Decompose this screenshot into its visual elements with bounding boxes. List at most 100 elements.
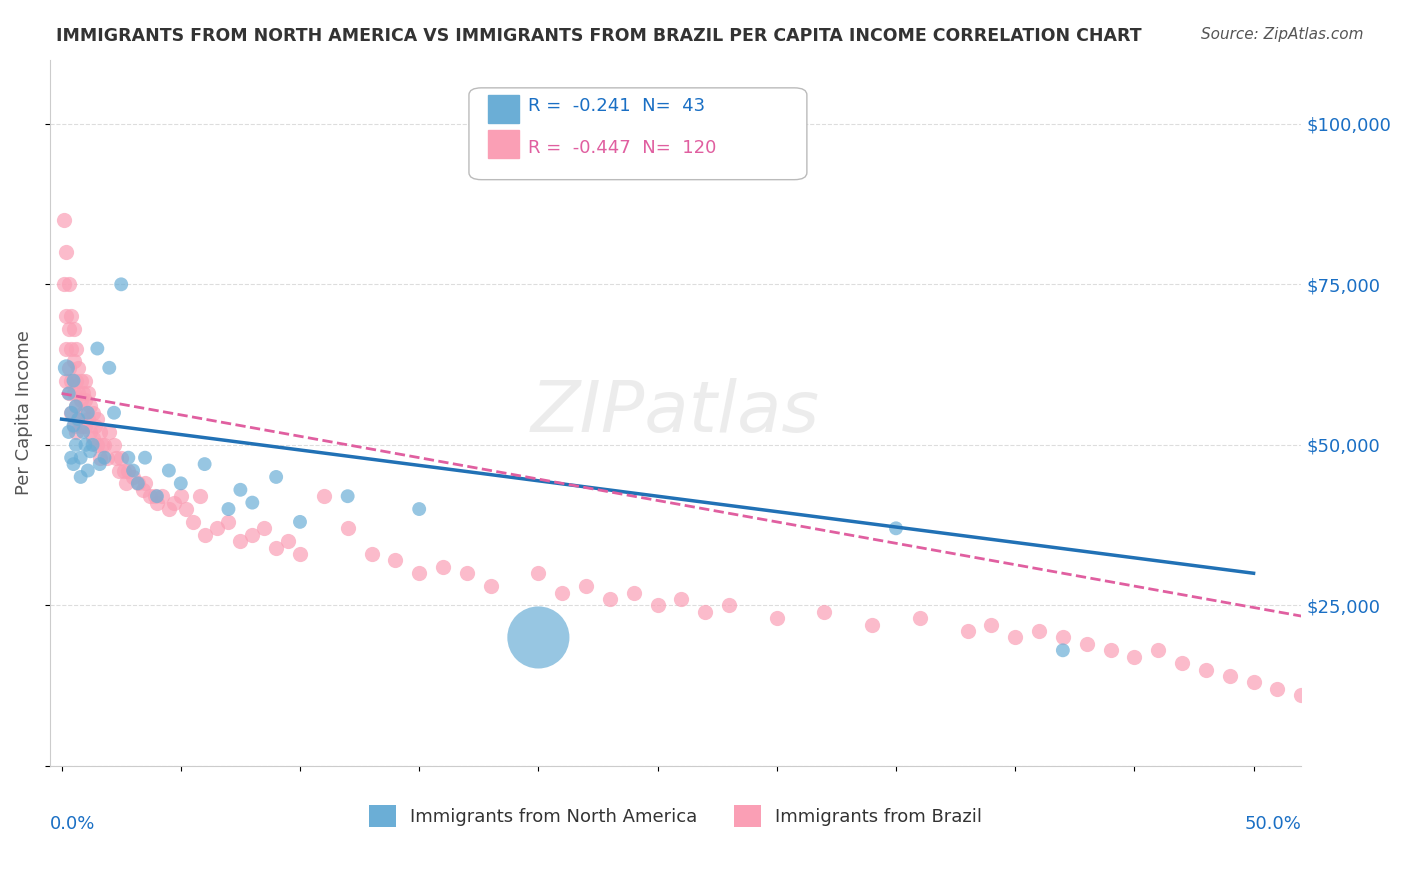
Point — [89, 425, 111, 439]
Point — [1052, 643, 1074, 657]
Point — [647, 599, 669, 613]
Point — [1195, 663, 1218, 677]
Point — [695, 605, 717, 619]
Point — [115, 476, 138, 491]
Point — [67, 360, 90, 375]
Point — [127, 476, 149, 491]
Point — [82, 432, 104, 446]
Bar — [488, 130, 519, 159]
Point — [408, 502, 430, 516]
Point — [60, 406, 83, 420]
Point — [79, 444, 101, 458]
Point — [62, 374, 84, 388]
Point — [62, 386, 84, 401]
Point — [264, 541, 287, 555]
Point — [1219, 669, 1241, 683]
Point — [432, 559, 454, 574]
Point — [623, 585, 645, 599]
Point — [58, 386, 80, 401]
Point — [58, 277, 80, 292]
Point — [60, 342, 83, 356]
Point — [110, 450, 132, 465]
Point — [60, 310, 83, 324]
Point — [980, 617, 1002, 632]
Point — [112, 463, 135, 477]
Point — [76, 463, 98, 477]
Point — [55, 374, 77, 388]
Point — [671, 591, 693, 606]
Text: R =  -0.241  N=  43: R = -0.241 N= 43 — [527, 96, 704, 114]
Point — [65, 400, 87, 414]
Point — [122, 470, 145, 484]
Point — [76, 406, 98, 420]
Point — [91, 438, 114, 452]
Point — [131, 483, 153, 497]
Point — [117, 463, 139, 477]
Point — [134, 450, 156, 465]
Point — [456, 566, 478, 581]
Point — [58, 322, 80, 336]
Point — [1076, 637, 1098, 651]
Text: 50.0%: 50.0% — [1244, 815, 1302, 833]
Point — [360, 547, 382, 561]
Point — [479, 579, 502, 593]
Point — [60, 450, 83, 465]
Point — [146, 489, 169, 503]
Text: 0.0%: 0.0% — [49, 815, 96, 833]
Point — [174, 502, 197, 516]
Point — [55, 245, 77, 260]
Point — [93, 438, 115, 452]
Point — [1267, 681, 1289, 696]
Point — [69, 392, 91, 407]
Point — [89, 450, 111, 465]
Point — [69, 418, 91, 433]
Point — [312, 489, 335, 503]
Point — [264, 470, 287, 484]
Point — [336, 521, 359, 535]
Point — [62, 418, 84, 433]
Point — [1361, 707, 1384, 722]
Point — [205, 521, 228, 535]
Point — [60, 374, 83, 388]
Point — [58, 425, 80, 439]
Point — [1099, 643, 1122, 657]
Point — [217, 515, 239, 529]
Point — [65, 425, 87, 439]
Point — [1243, 675, 1265, 690]
Point — [1004, 631, 1026, 645]
Point — [551, 585, 574, 599]
Point — [62, 457, 84, 471]
Point — [1171, 656, 1194, 670]
Point — [575, 579, 598, 593]
Point — [527, 566, 550, 581]
Point — [76, 386, 98, 401]
Point — [884, 521, 907, 535]
Point — [1385, 714, 1406, 728]
Point — [194, 527, 217, 541]
Point — [765, 611, 787, 625]
Point — [143, 489, 166, 503]
Point — [110, 277, 132, 292]
Point — [122, 463, 145, 477]
Point — [146, 495, 169, 509]
Point — [103, 406, 125, 420]
Point — [288, 547, 311, 561]
Y-axis label: Per Capita Income: Per Capita Income — [15, 330, 32, 495]
Point — [60, 406, 83, 420]
Point — [157, 502, 180, 516]
Point — [813, 605, 835, 619]
Point — [89, 457, 111, 471]
Point — [384, 553, 406, 567]
Point — [908, 611, 931, 625]
Point — [956, 624, 979, 638]
Point — [84, 418, 107, 433]
Point — [336, 489, 359, 503]
Point — [170, 489, 193, 503]
Point — [127, 476, 149, 491]
Point — [82, 438, 104, 452]
Point — [62, 322, 84, 336]
Point — [134, 476, 156, 491]
Point — [718, 599, 741, 613]
Point — [98, 425, 121, 439]
Point — [55, 310, 77, 324]
